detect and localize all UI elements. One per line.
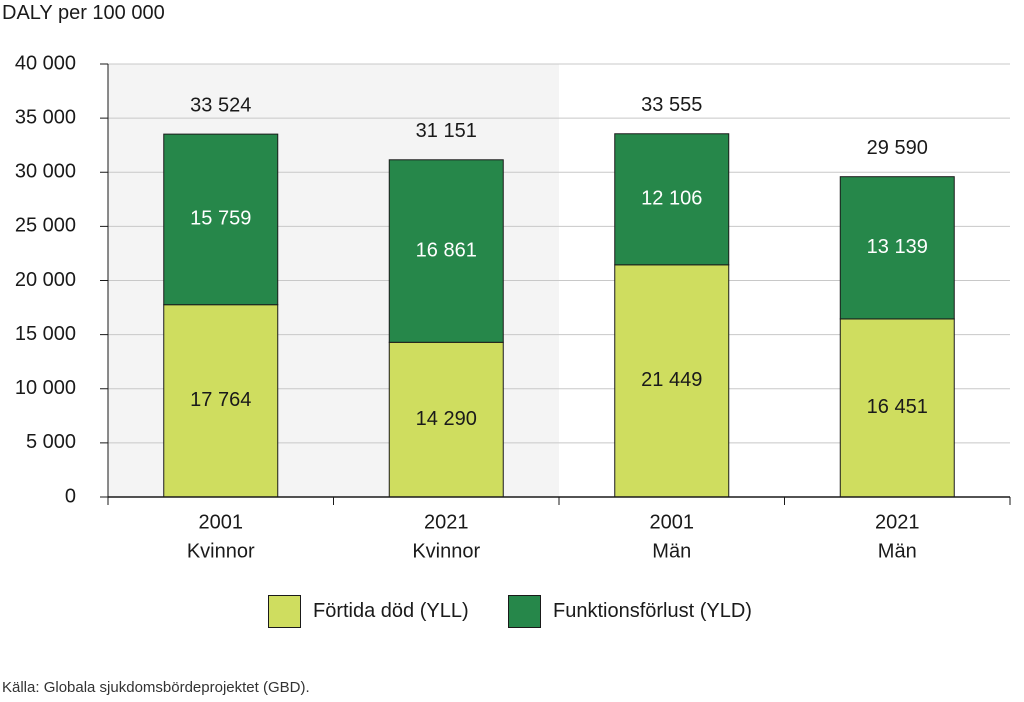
legend-item-yll: Förtida död (YLL) bbox=[268, 595, 469, 628]
x-tick-label-year: 2021 bbox=[875, 511, 920, 533]
source-note: Källa: Globala sjukdomsbördeprojektet (G… bbox=[2, 679, 310, 696]
bar-segment-yll bbox=[388, 341, 504, 498]
x-tick-label-year: 2001 bbox=[199, 511, 244, 533]
x-tick-label-year: 2021 bbox=[424, 511, 469, 533]
legend-swatch-yld bbox=[508, 595, 541, 628]
data-label-yll: 17 764 bbox=[190, 389, 251, 411]
x-tick-label-group: Män bbox=[878, 540, 917, 562]
x-tick-label-group: Kvinnor bbox=[187, 540, 255, 562]
y-tick-label: 20 000 bbox=[15, 269, 76, 291]
y-tick-label: 30 000 bbox=[15, 161, 76, 183]
bar-segment-yld bbox=[388, 159, 504, 343]
x-tick-label-group: Män bbox=[652, 540, 691, 562]
stacked-bar-chart: 0 5 000 10 000 15 000 20 000 25 000 30 000 35 0… bbox=[15, 52, 1011, 562]
bar-segment-yld bbox=[614, 133, 730, 266]
y-tick-label: 0 bbox=[65, 485, 76, 507]
legend-label-yll: Förtida död (YLL) bbox=[313, 600, 469, 622]
bar-segment-yll bbox=[614, 264, 730, 498]
total-label: 29 590 bbox=[867, 137, 928, 159]
y-tick-label: 35 000 bbox=[15, 106, 76, 128]
y-tick-label: 10 000 bbox=[15, 377, 76, 399]
data-label-yll: 14 290 bbox=[416, 408, 477, 430]
data-label-yld: 15 759 bbox=[190, 208, 251, 230]
y-tick-label: 25 000 bbox=[15, 215, 76, 237]
bar-segment-yld bbox=[163, 133, 279, 306]
y-tick-label: 15 000 bbox=[15, 323, 76, 345]
y-axis-title: DALY per 100 000 bbox=[2, 2, 165, 24]
total-label: 33 555 bbox=[641, 94, 702, 116]
x-tick-label-year: 2001 bbox=[650, 511, 695, 533]
data-label-yll: 16 451 bbox=[867, 396, 928, 418]
legend-item-yld: Funktionsförlust (YLD) bbox=[508, 595, 752, 628]
total-label: 31 151 bbox=[416, 120, 477, 142]
legend-label-yld: Funktionsförlust (YLD) bbox=[553, 600, 752, 622]
data-label-yld: 13 139 bbox=[867, 236, 928, 258]
y-tick-label: 5 000 bbox=[26, 431, 76, 453]
legend: Förtida död (YLL) Funktionsförlust (YLD) bbox=[0, 595, 1024, 631]
y-tick-label: 40 000 bbox=[15, 52, 76, 74]
x-tick-label-group: Kvinnor bbox=[412, 540, 480, 562]
bar-segment-yld bbox=[839, 176, 955, 320]
bar-segment-yll bbox=[163, 304, 279, 498]
data-label-yll: 21 449 bbox=[641, 369, 702, 391]
data-label-yld: 16 861 bbox=[416, 239, 477, 261]
data-label-yld: 12 106 bbox=[641, 188, 702, 210]
total-label: 33 524 bbox=[190, 94, 251, 116]
legend-swatch-yll bbox=[268, 595, 301, 628]
bar-segment-yll bbox=[839, 318, 955, 498]
